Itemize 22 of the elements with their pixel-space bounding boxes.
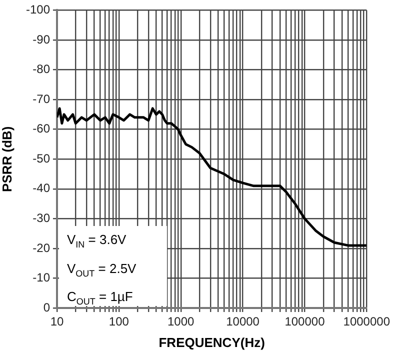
- y-tick-label: -50: [32, 151, 50, 166]
- x-tick-label: 100: [108, 314, 130, 329]
- x-tick-label: 1000000: [343, 314, 390, 329]
- y-tick-label: -10: [32, 270, 50, 285]
- y-tick-label: -20: [32, 240, 50, 255]
- y-tick-label: -70: [32, 92, 50, 106]
- y-tick-label: -80: [32, 62, 50, 76]
- y-axis-title: PSRR (dB): [0, 126, 14, 192]
- y-tick-label: -90: [32, 32, 50, 46]
- x-tick-label: 10000: [226, 314, 260, 329]
- x-tick-label: 10: [50, 314, 64, 329]
- x-tick-label: 1000: [168, 314, 195, 329]
- annotation: V$_{IN}$ = 3.6V: [67, 231, 128, 252]
- annotation: C$_{OUT}$ = 1µF: [67, 288, 134, 309]
- y-tick-label: -100: [26, 2, 50, 17]
- x-tick-label: 100000: [284, 314, 326, 329]
- x-axis-title: FREQUENCY(Hz): [158, 334, 265, 350]
- y-tick-label: 0: [43, 300, 50, 314]
- y-tick-label: -30: [32, 210, 50, 225]
- y-tick-label: -40: [32, 181, 50, 196]
- annotation: V$_{OUT}$ = 2.5V: [67, 260, 138, 280]
- y-tick-label: -60: [32, 122, 50, 136]
